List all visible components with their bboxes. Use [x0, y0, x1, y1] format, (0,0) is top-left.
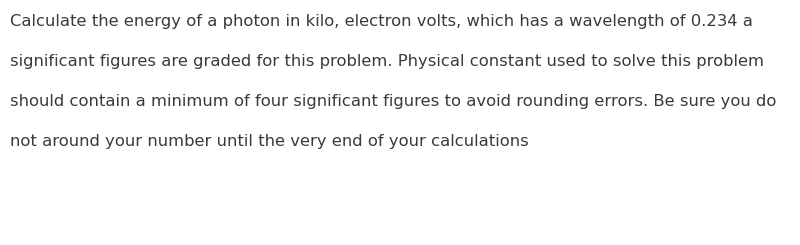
Text: Calculate the energy of a photon in kilo, electron volts, which has a wavelength: Calculate the energy of a photon in kilo… — [10, 14, 753, 29]
Text: not around your number until the very end of your calculations: not around your number until the very en… — [10, 134, 529, 149]
Text: should contain a minimum of four significant figures to avoid rounding errors. B: should contain a minimum of four signifi… — [10, 94, 776, 109]
Text: significant figures are graded for this problem. Physical constant used to solve: significant figures are graded for this … — [10, 54, 764, 69]
